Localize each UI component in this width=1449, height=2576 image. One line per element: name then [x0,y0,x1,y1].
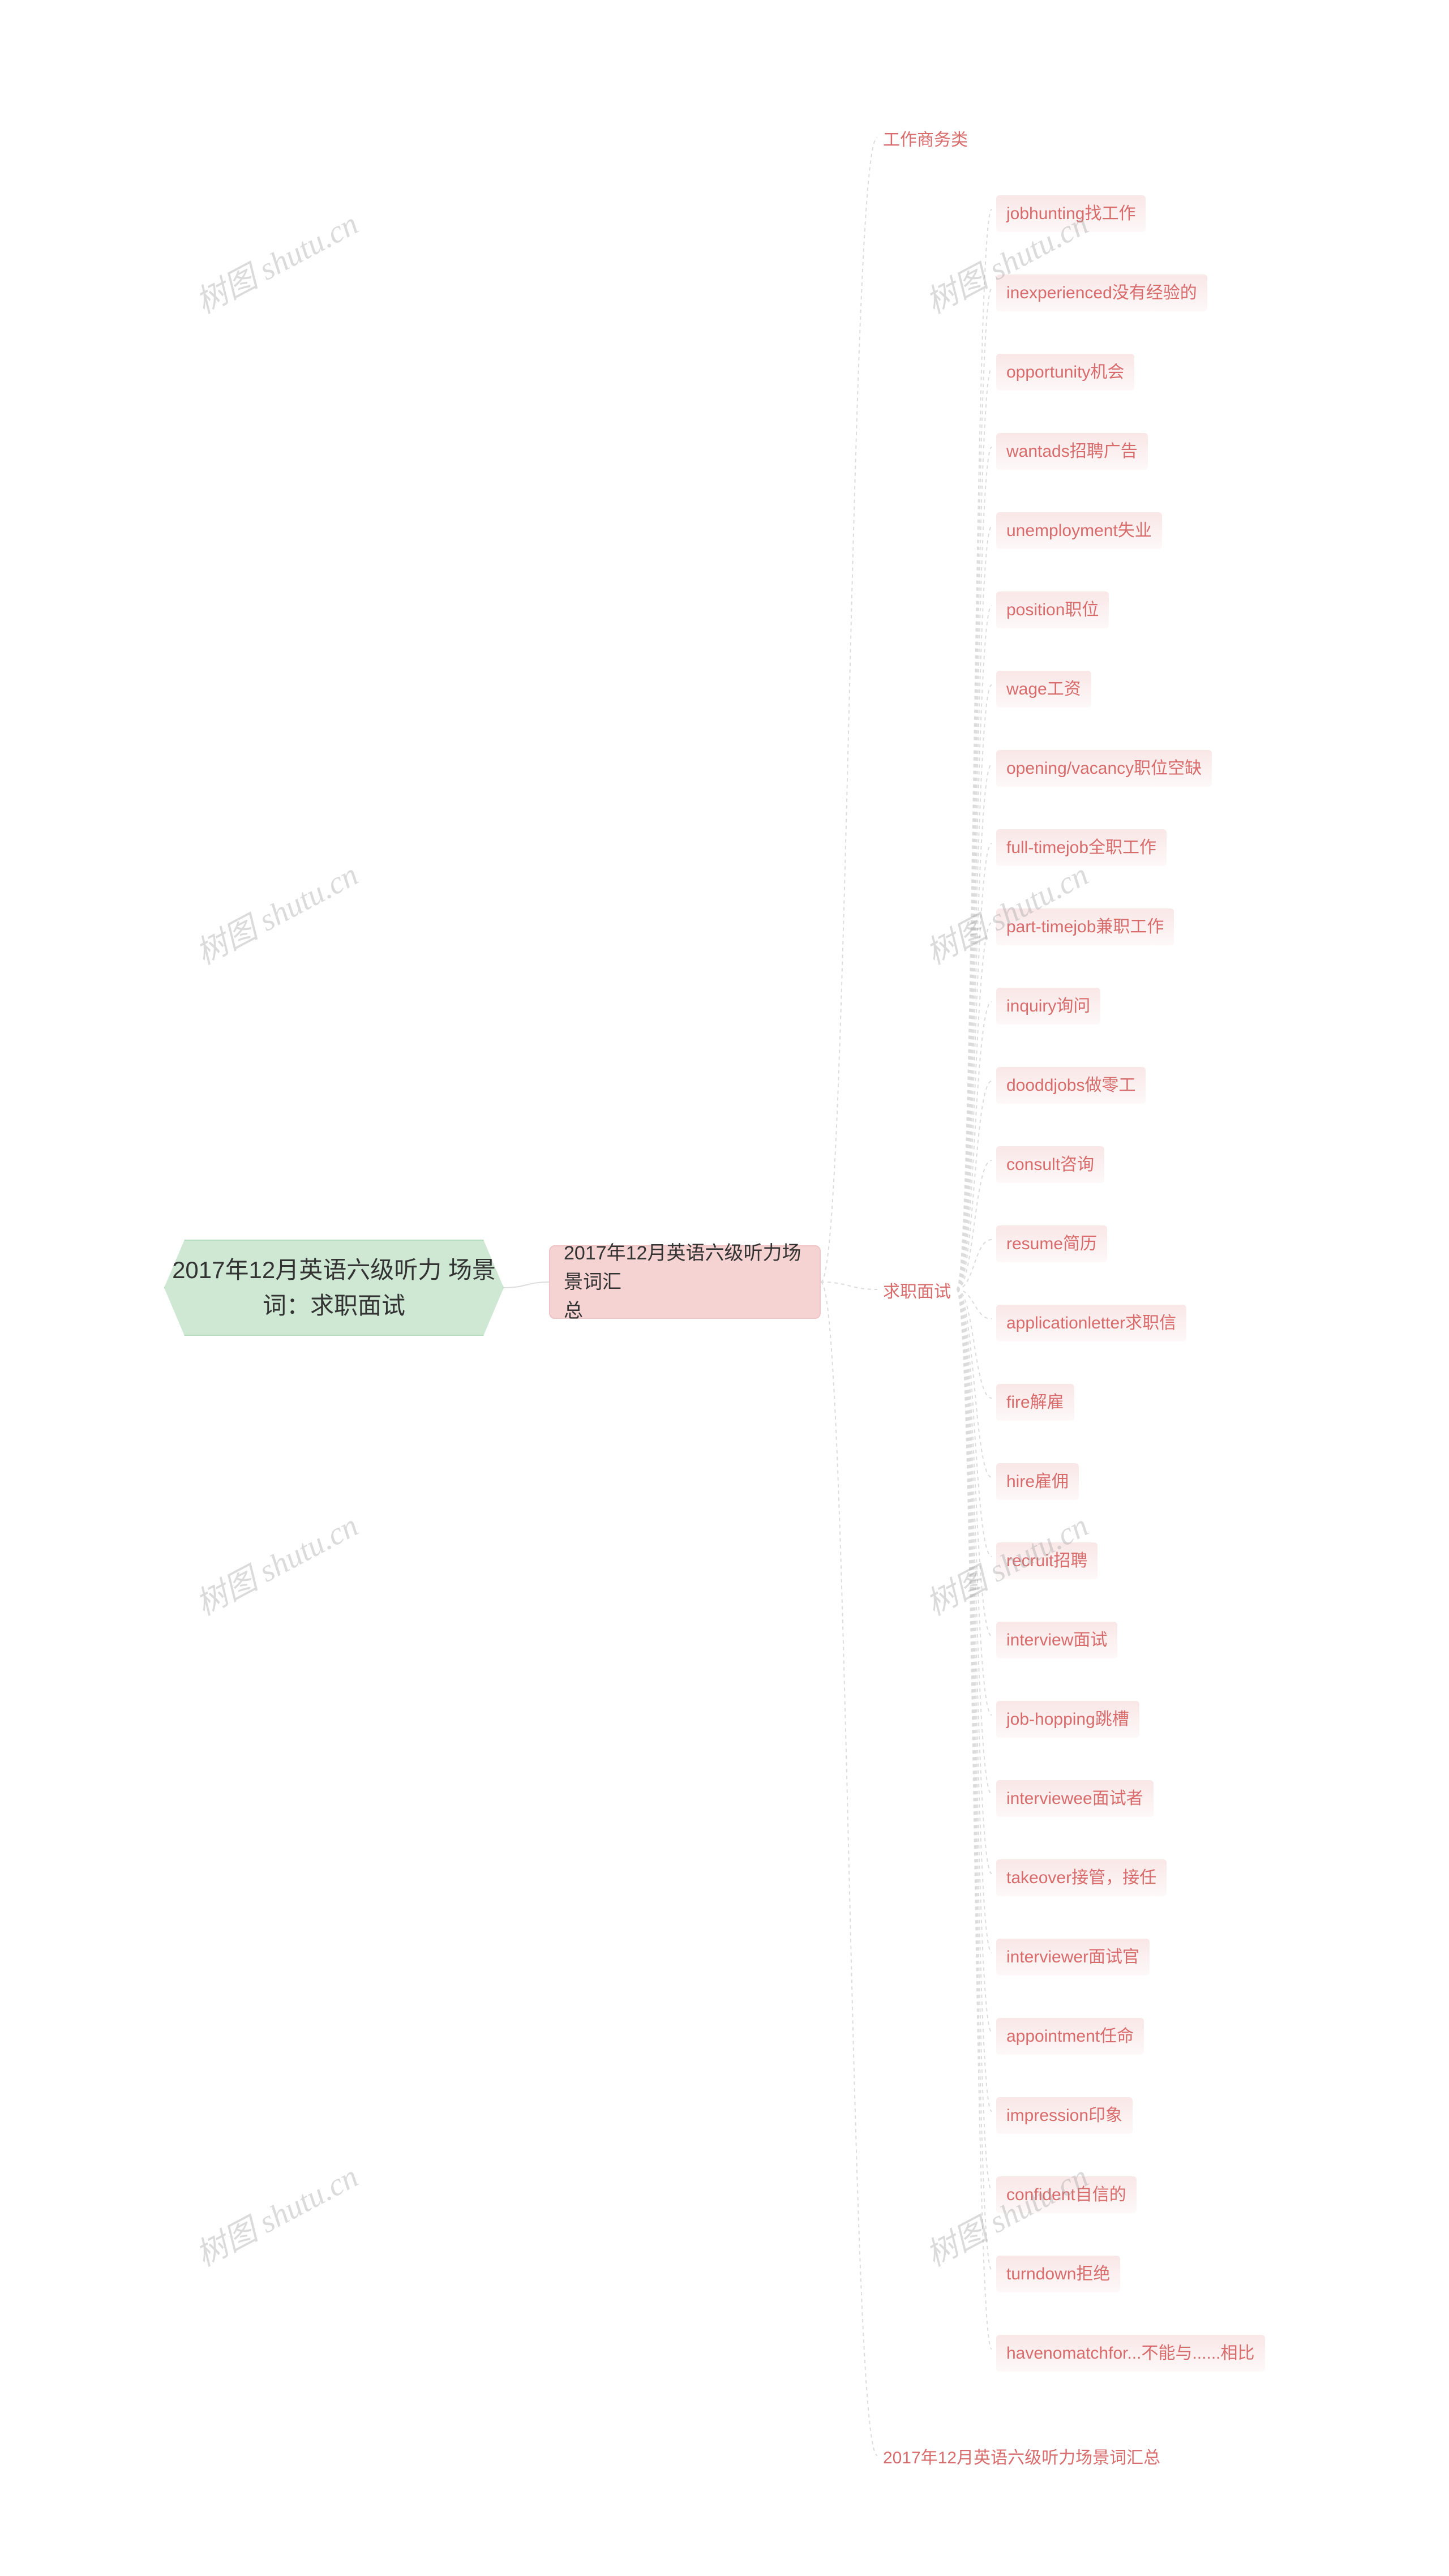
watermark: 树图 shutu.cn [186,850,365,974]
leaf-item: jobhunting找工作 [996,195,1146,232]
leaf-item: opportunity机会 [996,354,1134,391]
leaf-item: inquiry询问 [996,988,1100,1025]
category-top: 工作商务类 [883,127,968,153]
watermark: 树图 shutu.cn [186,2151,365,2275]
leaf-item: turndown拒绝 [996,2256,1120,2292]
leaf-item: dooddjobs做零工 [996,1067,1146,1104]
category-bottom: 2017年12月英语六级听力场景词汇总 [883,2445,1160,2471]
level1-node: 2017年12月英语六级听力场景词汇 总 [549,1245,821,1319]
leaf-item: takeover接管，接任 [996,1859,1167,1896]
leaf-item: recruit招聘 [996,1542,1098,1579]
leaf-item: interview面试 [996,1622,1117,1658]
leaf-item: impression印象 [996,2097,1133,2134]
watermark: 树图 shutu.cn [186,1501,365,1625]
leaf-item: confident自信的 [996,2176,1137,2213]
category-top-label: 工作商务类 [883,127,968,153]
leaf-item: wage工资 [996,671,1091,708]
leaf-item: havenomatchfor...不能与......相比 [996,2335,1265,2372]
leaf-item: fire解雇 [996,1384,1074,1421]
leaf-item: resume简历 [996,1225,1107,1262]
leaf-item: interviewee面试者 [996,1780,1154,1817]
leaf-item: job-hopping跳槽 [996,1701,1139,1738]
category-mid-label: 求职面试 [883,1279,951,1305]
leaf-item: inexperienced没有经验的 [996,275,1207,311]
leaf-item: unemployment失业 [996,512,1162,549]
leaf-item: wantads招聘广告 [996,433,1148,470]
leaf-item: consult咨询 [996,1146,1104,1183]
root-label: 2017年12月英语六级听力 场景词：求职面试 [165,1252,503,1323]
leaf-item: hire雇佣 [996,1463,1079,1500]
level1-label: 2017年12月英语六级听力场景词汇 总 [564,1239,806,1326]
leaf-item: position职位 [996,592,1109,628]
leaf-item: interviewer面试官 [996,1939,1150,1975]
leaf-item: full-timejob全职工作 [996,829,1167,866]
leaf-item: applicationletter求职信 [996,1305,1186,1341]
root-node: 2017年12月英语六级听力 场景词：求职面试 [164,1240,504,1336]
category-mid: 求职面试 [883,1279,951,1305]
mindmap-canvas: 2017年12月英语六级听力 场景词：求职面试 2017年12月英语六级听力场景… [0,0,1449,2576]
leaf-item: appointment任命 [996,2018,1144,2055]
watermark: 树图 shutu.cn [186,199,365,323]
leaf-item: part-timejob兼职工作 [996,908,1174,945]
leaf-item: opening/vacancy职位空缺 [996,750,1212,787]
category-bottom-label: 2017年12月英语六级听力场景词汇总 [883,2445,1160,2471]
